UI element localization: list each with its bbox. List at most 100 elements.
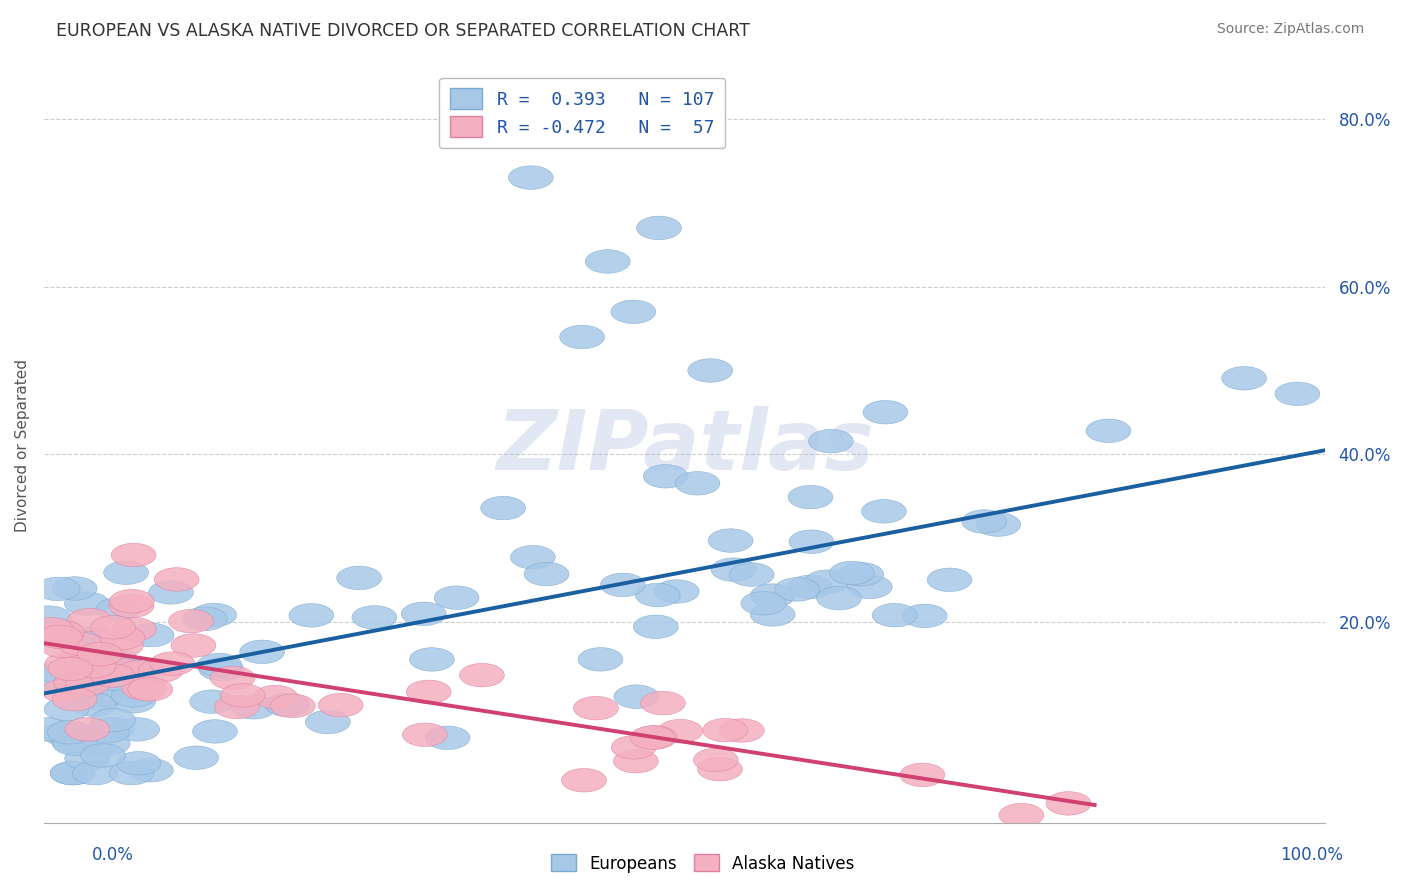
Ellipse shape: [110, 590, 155, 613]
Ellipse shape: [839, 563, 883, 586]
Ellipse shape: [1085, 419, 1130, 442]
Ellipse shape: [110, 762, 153, 785]
Ellipse shape: [51, 762, 96, 785]
Ellipse shape: [585, 250, 630, 273]
Ellipse shape: [172, 633, 217, 657]
Ellipse shape: [37, 618, 82, 641]
Ellipse shape: [231, 696, 276, 719]
Ellipse shape: [693, 748, 738, 772]
Ellipse shape: [637, 216, 682, 240]
Ellipse shape: [111, 690, 156, 713]
Ellipse shape: [155, 567, 200, 591]
Ellipse shape: [122, 677, 167, 700]
Ellipse shape: [900, 763, 945, 787]
Ellipse shape: [775, 578, 820, 601]
Ellipse shape: [460, 664, 505, 687]
Ellipse shape: [720, 719, 765, 742]
Ellipse shape: [561, 769, 606, 792]
Ellipse shape: [730, 563, 775, 586]
Ellipse shape: [574, 697, 619, 720]
Ellipse shape: [425, 726, 470, 749]
Ellipse shape: [38, 625, 82, 648]
Ellipse shape: [91, 647, 136, 670]
Ellipse shape: [787, 485, 832, 508]
Ellipse shape: [45, 652, 90, 676]
Ellipse shape: [962, 509, 1007, 533]
Ellipse shape: [115, 718, 160, 741]
Ellipse shape: [703, 718, 748, 742]
Ellipse shape: [138, 659, 183, 682]
Ellipse shape: [96, 598, 141, 621]
Ellipse shape: [614, 685, 659, 708]
Ellipse shape: [862, 500, 907, 523]
Ellipse shape: [560, 326, 605, 349]
Ellipse shape: [336, 566, 381, 590]
Ellipse shape: [149, 581, 194, 604]
Ellipse shape: [53, 671, 98, 695]
Ellipse shape: [270, 694, 315, 717]
Ellipse shape: [65, 717, 110, 741]
Ellipse shape: [976, 513, 1021, 536]
Ellipse shape: [52, 731, 97, 754]
Ellipse shape: [290, 604, 333, 627]
Ellipse shape: [409, 648, 454, 671]
Y-axis label: Divorced or Separated: Divorced or Separated: [15, 359, 30, 533]
Ellipse shape: [65, 650, 110, 673]
Ellipse shape: [117, 752, 160, 775]
Ellipse shape: [1275, 382, 1320, 406]
Ellipse shape: [100, 654, 143, 678]
Ellipse shape: [406, 680, 451, 704]
Ellipse shape: [318, 693, 363, 717]
Ellipse shape: [221, 683, 266, 707]
Ellipse shape: [28, 617, 73, 641]
Ellipse shape: [84, 656, 129, 680]
Ellipse shape: [60, 674, 104, 698]
Ellipse shape: [128, 678, 173, 701]
Ellipse shape: [688, 359, 733, 383]
Ellipse shape: [65, 627, 110, 650]
Ellipse shape: [65, 747, 110, 770]
Ellipse shape: [66, 672, 111, 696]
Ellipse shape: [65, 592, 110, 615]
Ellipse shape: [41, 634, 86, 657]
Ellipse shape: [630, 726, 675, 749]
Ellipse shape: [1046, 792, 1091, 815]
Ellipse shape: [98, 658, 143, 681]
Ellipse shape: [91, 615, 135, 639]
Ellipse shape: [848, 575, 893, 599]
Ellipse shape: [80, 744, 125, 767]
Ellipse shape: [711, 558, 756, 582]
Ellipse shape: [35, 577, 80, 600]
Ellipse shape: [787, 575, 832, 599]
Ellipse shape: [90, 664, 135, 688]
Ellipse shape: [58, 632, 103, 656]
Ellipse shape: [150, 652, 195, 675]
Ellipse shape: [578, 648, 623, 671]
Ellipse shape: [402, 723, 447, 747]
Text: ZIPatlas: ZIPatlas: [496, 406, 873, 486]
Ellipse shape: [198, 657, 243, 681]
Ellipse shape: [872, 604, 917, 627]
Ellipse shape: [70, 630, 115, 653]
Ellipse shape: [636, 583, 681, 607]
Ellipse shape: [52, 688, 97, 711]
Ellipse shape: [100, 626, 145, 649]
Ellipse shape: [72, 693, 117, 716]
Ellipse shape: [38, 660, 83, 684]
Ellipse shape: [84, 720, 129, 743]
Ellipse shape: [352, 606, 396, 629]
Ellipse shape: [741, 591, 786, 615]
Ellipse shape: [654, 580, 699, 603]
Ellipse shape: [111, 543, 156, 566]
Ellipse shape: [804, 570, 849, 593]
Ellipse shape: [44, 698, 89, 721]
Ellipse shape: [817, 586, 862, 610]
Text: 0.0%: 0.0%: [91, 846, 134, 863]
Ellipse shape: [53, 732, 97, 756]
Ellipse shape: [641, 691, 685, 714]
Ellipse shape: [129, 624, 174, 647]
Ellipse shape: [67, 608, 112, 632]
Ellipse shape: [633, 725, 678, 749]
Ellipse shape: [927, 568, 972, 591]
Ellipse shape: [697, 757, 742, 780]
